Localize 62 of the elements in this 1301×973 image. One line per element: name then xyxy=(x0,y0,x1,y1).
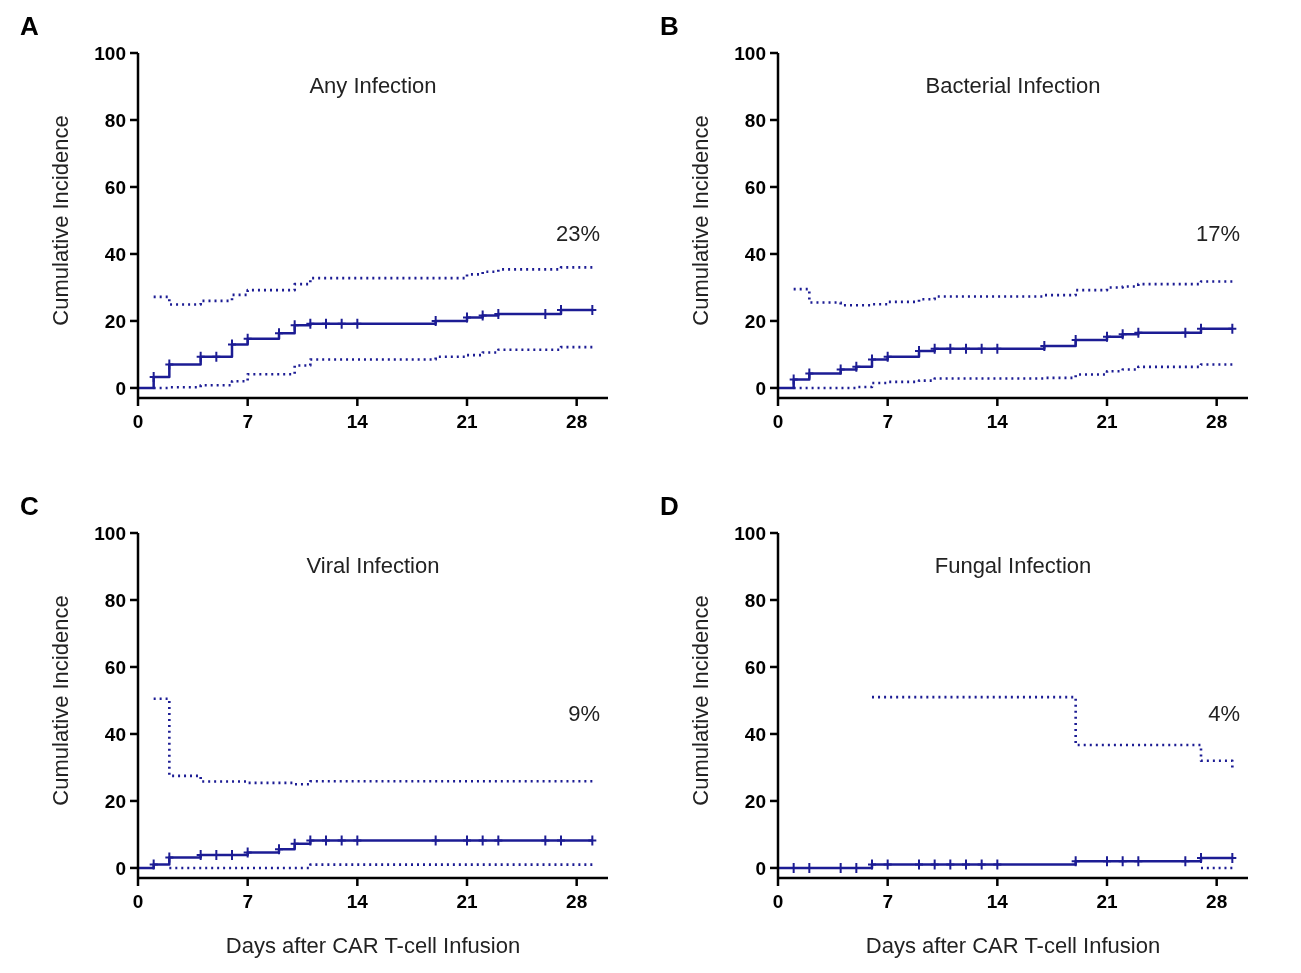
x-axis-title: Days after CAR T-cell Infusion xyxy=(225,933,521,958)
x-tick-label: 28 xyxy=(1206,411,1228,432)
x-tick-label: 21 xyxy=(1096,411,1118,432)
y-tick-label: 80 xyxy=(744,589,766,611)
y-tick-label: 100 xyxy=(94,522,126,544)
y-tick-label: 20 xyxy=(744,310,766,332)
text: A xyxy=(20,11,39,41)
annotation: 9% xyxy=(568,700,600,726)
x-tick-label: 0 xyxy=(772,411,784,432)
annotation: 4% xyxy=(1208,700,1240,726)
x-tick-label: 14 xyxy=(986,891,1009,912)
y-tick-label: 20 xyxy=(104,310,126,332)
y-tick-label: 20 xyxy=(744,790,766,812)
y-tick-label: 100 xyxy=(94,42,126,64)
x-tick-label: 28 xyxy=(1206,891,1228,912)
text: D xyxy=(660,491,679,521)
y-tick-label: 20 xyxy=(104,790,126,812)
y-tick-label: 0 xyxy=(755,377,766,399)
y-axis-title: Cumulative Incidence xyxy=(48,595,73,806)
text: Viral Infection xyxy=(306,553,440,579)
y-tick-label: 0 xyxy=(115,857,126,879)
text: Fungal Infection xyxy=(934,553,1092,579)
x-tick-label: 14 xyxy=(986,411,1009,432)
y-tick-label: 40 xyxy=(744,723,766,745)
y-tick-label: 80 xyxy=(104,589,126,611)
x-tick-label: 14 xyxy=(346,411,369,432)
text: Any Infection xyxy=(309,73,437,99)
x-tick-label: 7 xyxy=(882,411,893,432)
y-tick-label: 60 xyxy=(104,176,126,198)
x-tick-label: 0 xyxy=(132,891,144,912)
x-tick-label: 0 xyxy=(132,411,144,432)
x-tick-label: 28 xyxy=(566,411,588,432)
annotation: 23% xyxy=(555,220,600,246)
y-tick-label: 60 xyxy=(744,176,766,198)
y-axis-title: Cumulative Incidence xyxy=(688,115,713,326)
annotation: 17% xyxy=(1195,220,1240,246)
x-tick-label: 7 xyxy=(242,891,253,912)
y-tick-label: 100 xyxy=(734,42,766,64)
x-tick-label: 21 xyxy=(456,891,478,912)
y-tick-label: 40 xyxy=(104,243,126,265)
x-tick-label: 21 xyxy=(456,411,478,432)
y-tick-label: 100 xyxy=(734,522,766,544)
y-tick-label: 80 xyxy=(104,109,126,131)
x-tick-label: 28 xyxy=(566,891,588,912)
y-tick-label: 0 xyxy=(115,377,126,399)
x-axis-title: Days after CAR T-cell Infusion xyxy=(865,933,1161,958)
x-tick-label: 14 xyxy=(346,891,369,912)
y-axis-title: Cumulative Incidence xyxy=(688,595,713,806)
y-tick-label: 80 xyxy=(744,109,766,131)
y-tick-label: 60 xyxy=(104,656,126,678)
text: C xyxy=(20,491,39,521)
y-tick-label: 60 xyxy=(744,656,766,678)
x-tick-label: 7 xyxy=(242,411,253,432)
y-tick-label: 40 xyxy=(744,243,766,265)
x-tick-label: 0 xyxy=(772,891,784,912)
y-axis-title: Cumulative Incidence xyxy=(48,115,73,326)
text: Bacterial Infection xyxy=(925,73,1101,99)
x-tick-label: 7 xyxy=(882,891,893,912)
y-tick-label: 40 xyxy=(104,723,126,745)
text: B xyxy=(660,11,679,41)
x-tick-label: 21 xyxy=(1096,891,1118,912)
y-tick-label: 0 xyxy=(755,857,766,879)
